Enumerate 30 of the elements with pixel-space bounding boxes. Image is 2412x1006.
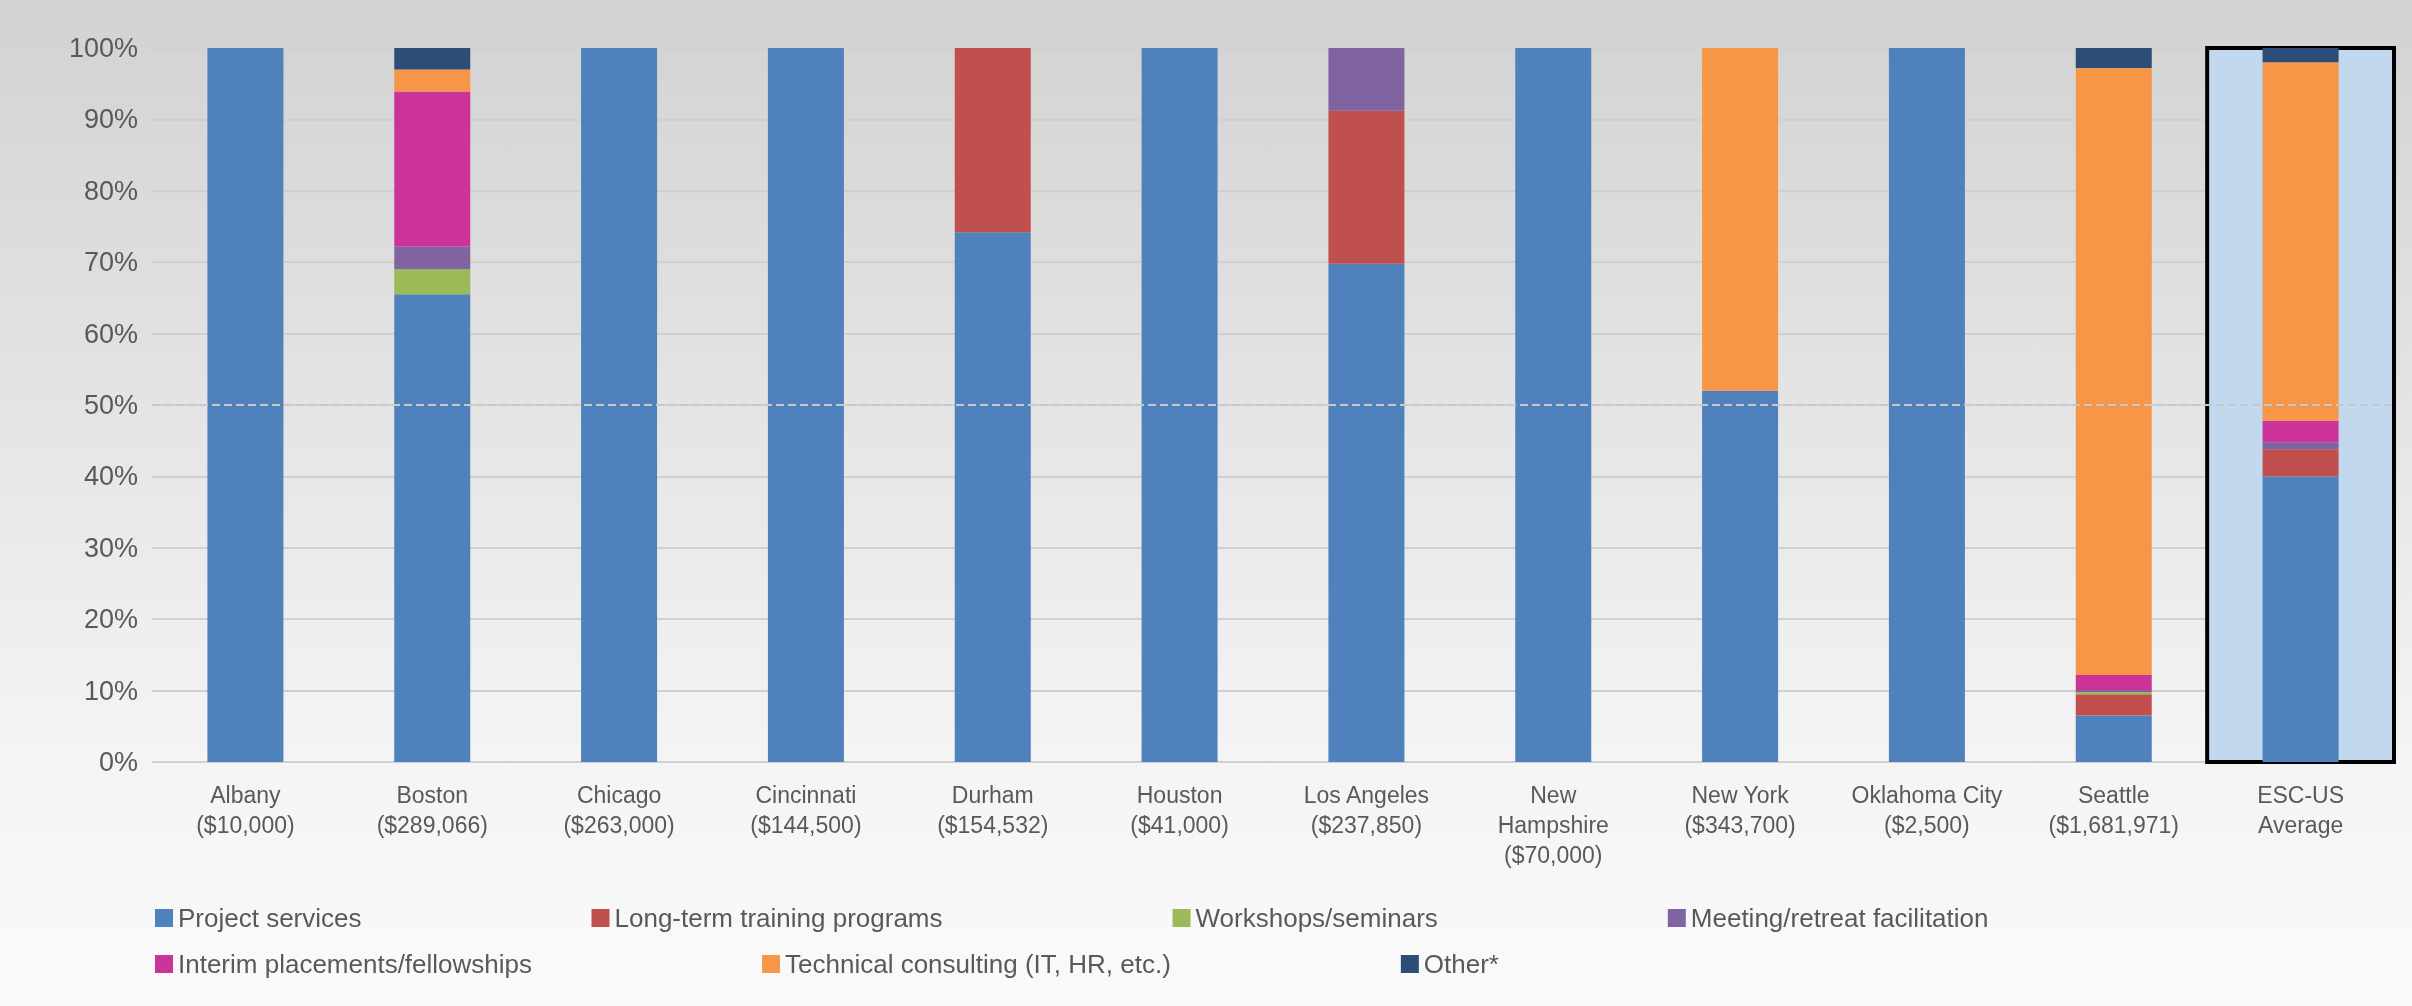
x-tick-label: Chicago ($263,000) [563,782,675,838]
legend-label: Long-term training programs [614,903,943,933]
x-tick-label: Oklahoma City ($2,500) [1851,782,2003,838]
x-tick-label: New Hampshire ($70,000) [1497,782,1609,868]
x-tick-label: Seattle ($1,681,971) [2048,782,2179,838]
x-tick-label: ESC-US Average [2257,782,2345,838]
legend-label: Workshops/seminars [1195,903,1438,933]
x-tick-label: Los Angeles ($237,850) [1303,782,1430,838]
legend-label: Project services [178,903,362,933]
y-tick-label: 70% [83,247,138,278]
y-tick-label: 30% [83,532,138,563]
y-tick-label: 90% [83,104,138,135]
y-tick-label: 100% [68,33,138,63]
legend-label: Technical consulting (IT, HR, etc.) [785,949,1171,979]
x-tick-label: Cincinnati ($144,500) [750,782,862,838]
y-tick-label: 80% [83,175,138,206]
legend-label: Interim placements/fellowships [178,949,533,979]
y-tick-label: 20% [83,604,138,635]
y-tick-label: 0% [98,747,138,777]
x-tick-label: Houston ($41,000) [1130,782,1229,838]
x-tick-label: Boston ($289,066) [376,782,488,838]
x-tick-label: Durham ($154,532) [937,782,1049,838]
x-tick-label: New York ($343,700) [1684,782,1796,838]
x-tick-label: Albany ($10,000) [196,782,295,838]
y-tick-label: 40% [83,461,138,492]
y-tick-label: 50% [83,390,138,420]
y-tick-label: 10% [83,675,138,706]
legend-label: Other* [1423,949,1499,979]
legend-label: Meeting/retreat facilitation [1690,903,1989,933]
y-tick-label: 60% [83,318,138,349]
